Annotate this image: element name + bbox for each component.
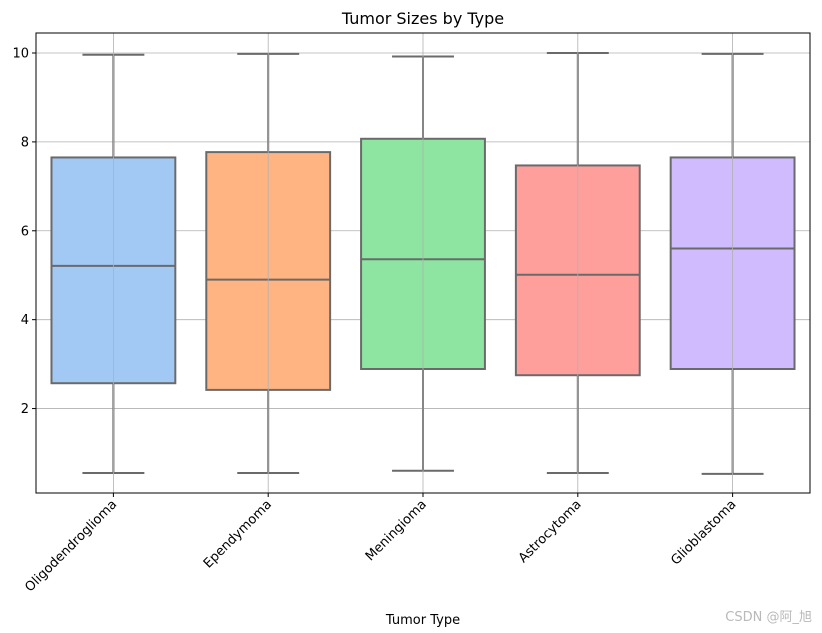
x-axis-ticks: Oligodendroglioma Ependymoma Meningioma Ast… xyxy=(22,493,739,595)
y-tick-label: 4 xyxy=(21,313,29,328)
x-axis-label: Tumor Type xyxy=(385,613,460,628)
box-layer xyxy=(50,33,796,493)
watermark: CSDN @阿_旭 xyxy=(725,610,812,625)
y-axis-ticks: 2 4 6 8 10 xyxy=(12,47,36,417)
x-tick-label: Glioblastoma xyxy=(668,497,739,568)
y-tick-label: 10 xyxy=(12,47,29,62)
x-tick-label: Ependymoma xyxy=(201,497,275,571)
y-tick-label: 8 xyxy=(21,135,29,150)
y-tick-label: 2 xyxy=(21,402,29,417)
x-tick-label: Oligodendroglioma xyxy=(22,497,120,595)
x-tick-label: Meningioma xyxy=(363,497,430,564)
y-tick-label: 6 xyxy=(21,224,29,239)
x-tick-label: Astrocytoma xyxy=(516,497,585,566)
chart-title: Tumor Sizes by Type xyxy=(341,9,504,28)
